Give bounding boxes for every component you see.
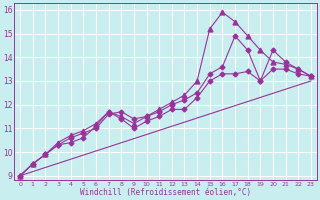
X-axis label: Windchill (Refroidissement éolien,°C): Windchill (Refroidissement éolien,°C) <box>80 188 251 197</box>
